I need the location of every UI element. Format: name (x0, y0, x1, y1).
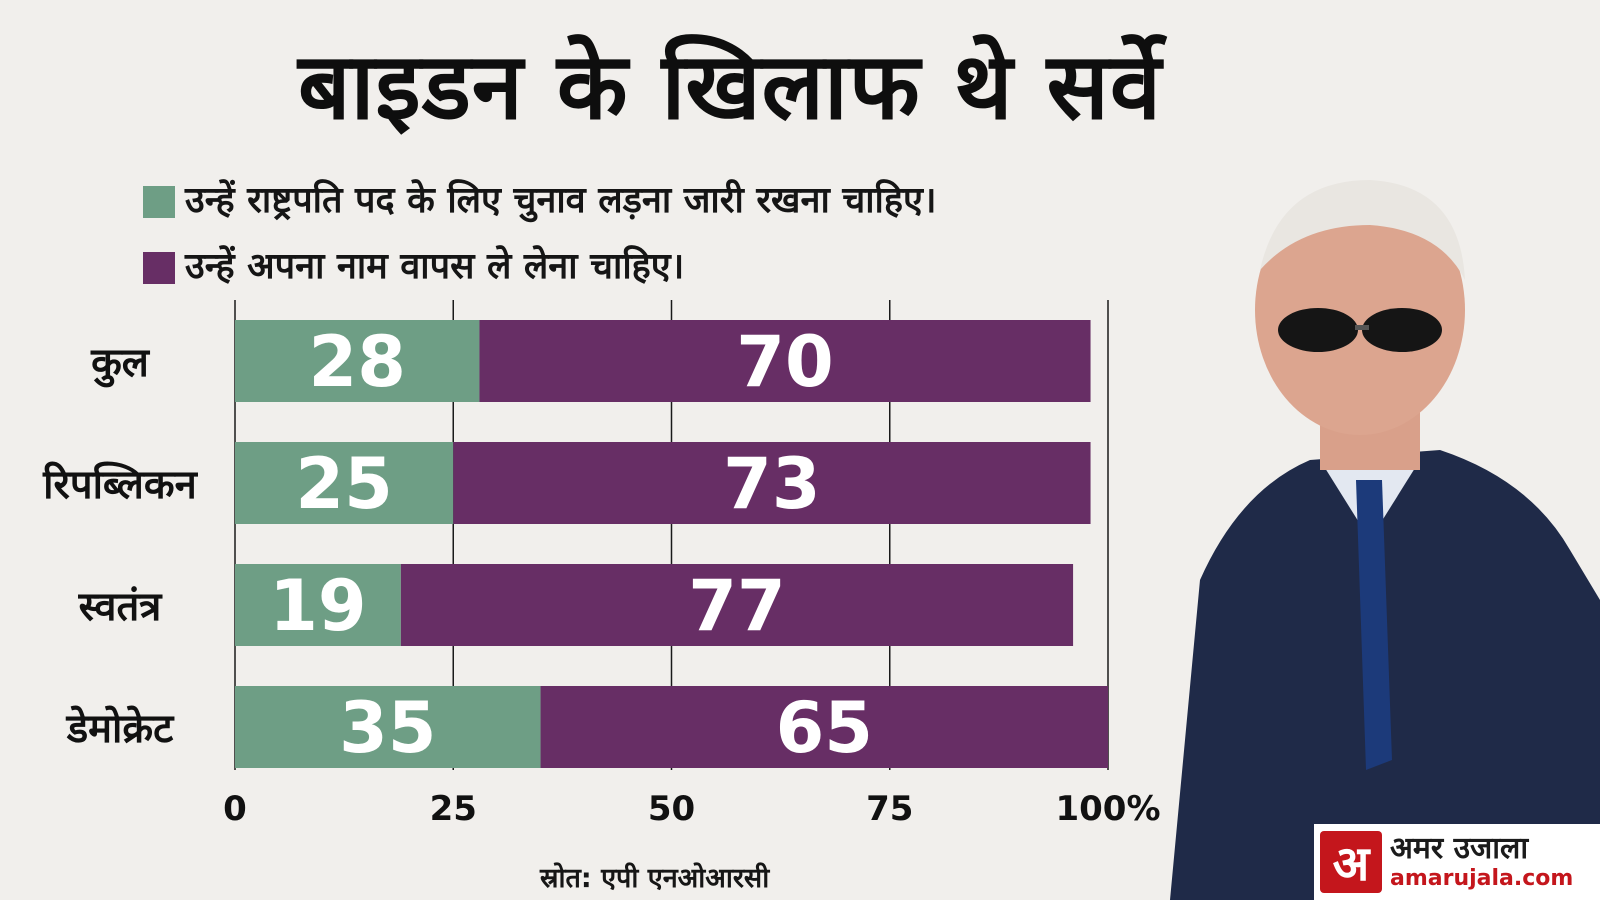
bar-segment (235, 320, 480, 402)
bar-value-label: 28 (309, 321, 406, 403)
bar-segment (400, 564, 1074, 646)
category-label: रिपब्लिकन (42, 461, 199, 508)
category-label: कुल (90, 340, 151, 388)
bar-segment (235, 442, 454, 524)
legend-label-continue: उन्हें राष्ट्रपति पद के लिए चुनाव लड़ना … (185, 180, 937, 221)
legend-item-withdraw: उन्हें अपना नाम वापस ले लेना चाहिए। (143, 240, 684, 289)
legend-swatch-purple (143, 252, 175, 284)
bar-value-label: 19 (269, 565, 366, 647)
bar-value-label: 25 (295, 443, 392, 525)
x-tick-label: 25 (430, 789, 477, 829)
legend-item-continue: उन्हें राष्ट्रपति पद के लिए चुनाव लड़ना … (143, 174, 937, 223)
publisher-logo: अ अमर उजाला amarujala.com (1314, 824, 1600, 900)
bar-segment (235, 564, 401, 646)
bar-segment (479, 320, 1091, 402)
x-tick-label: 75 (866, 789, 913, 829)
chart-title: बाइडन के खिलाफ थे सर्वे (298, 33, 1162, 140)
bar-value-label: 73 (723, 443, 820, 525)
bar-value-label: 35 (339, 687, 436, 769)
bar-segment (453, 442, 1091, 524)
x-tick-label: 50 (648, 789, 695, 829)
logo-name: अमर उजाला (1390, 831, 1529, 866)
x-tick-label: 0 (223, 789, 247, 829)
logo-mark: अ (1320, 831, 1382, 893)
legend-swatch-green (143, 186, 175, 218)
bar-value-label: 65 (776, 687, 873, 769)
bar-value-label: 70 (736, 321, 833, 403)
x-tick-label: 100% (1055, 789, 1160, 829)
category-label: स्वतंत्र (78, 584, 164, 630)
bar-segment (235, 686, 541, 768)
politician-photo (1170, 180, 1600, 900)
bar-segment (540, 686, 1108, 768)
category-label: डेमोक्रेट (65, 705, 175, 752)
stacked-bar-chart: 0 25 50 75 100% 28 70 कुल 25 73 रिपब्लिकन 19 77 स्वतं… (42, 300, 1161, 829)
logo-domain: amarujala.com (1390, 866, 1574, 891)
bar-value-label: 77 (688, 565, 785, 647)
legend-label-withdraw: उन्हें अपना नाम वापस ले लेना चाहिए। (185, 246, 685, 287)
source-note: स्रोत: एपी एनओआरसी (540, 863, 770, 894)
